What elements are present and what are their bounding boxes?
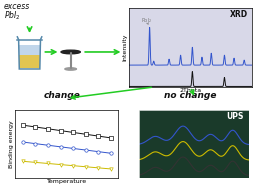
Text: XRD: XRD xyxy=(230,10,248,19)
Point xyxy=(109,136,113,139)
Point xyxy=(84,165,88,168)
Polygon shape xyxy=(19,55,40,68)
X-axis label: 2Theta: 2Theta xyxy=(179,88,201,93)
Y-axis label: Intensity: Intensity xyxy=(132,130,137,157)
Text: UPS: UPS xyxy=(226,112,244,121)
Point xyxy=(33,161,38,164)
Point xyxy=(33,125,38,129)
Polygon shape xyxy=(19,45,40,55)
Point xyxy=(59,145,63,148)
Text: PbI$_2$: PbI$_2$ xyxy=(141,16,152,25)
Point xyxy=(21,140,25,143)
Point xyxy=(59,129,63,132)
Point xyxy=(96,150,100,153)
Point xyxy=(71,147,75,150)
Point xyxy=(21,124,25,127)
Point xyxy=(96,135,100,138)
Point xyxy=(109,152,113,155)
Point xyxy=(46,162,50,165)
Text: excess: excess xyxy=(4,2,30,11)
Point xyxy=(46,127,50,130)
X-axis label: Binding energy: Binding energy xyxy=(170,179,218,184)
Point xyxy=(21,160,25,163)
Ellipse shape xyxy=(61,50,80,54)
Text: change: change xyxy=(43,91,80,100)
X-axis label: Temperature: Temperature xyxy=(47,179,87,184)
Point xyxy=(96,166,100,169)
Point xyxy=(71,131,75,134)
Point xyxy=(46,144,50,147)
Point xyxy=(71,164,75,167)
Point xyxy=(59,163,63,166)
Point xyxy=(33,142,38,145)
Text: PbI$_2$: PbI$_2$ xyxy=(4,9,21,22)
Point xyxy=(84,133,88,136)
Y-axis label: Binding energy: Binding energy xyxy=(9,120,14,167)
Point xyxy=(109,167,113,170)
Text: no change: no change xyxy=(164,91,216,100)
Ellipse shape xyxy=(65,68,77,70)
Point xyxy=(84,149,88,152)
Y-axis label: Intensity: Intensity xyxy=(122,33,127,61)
